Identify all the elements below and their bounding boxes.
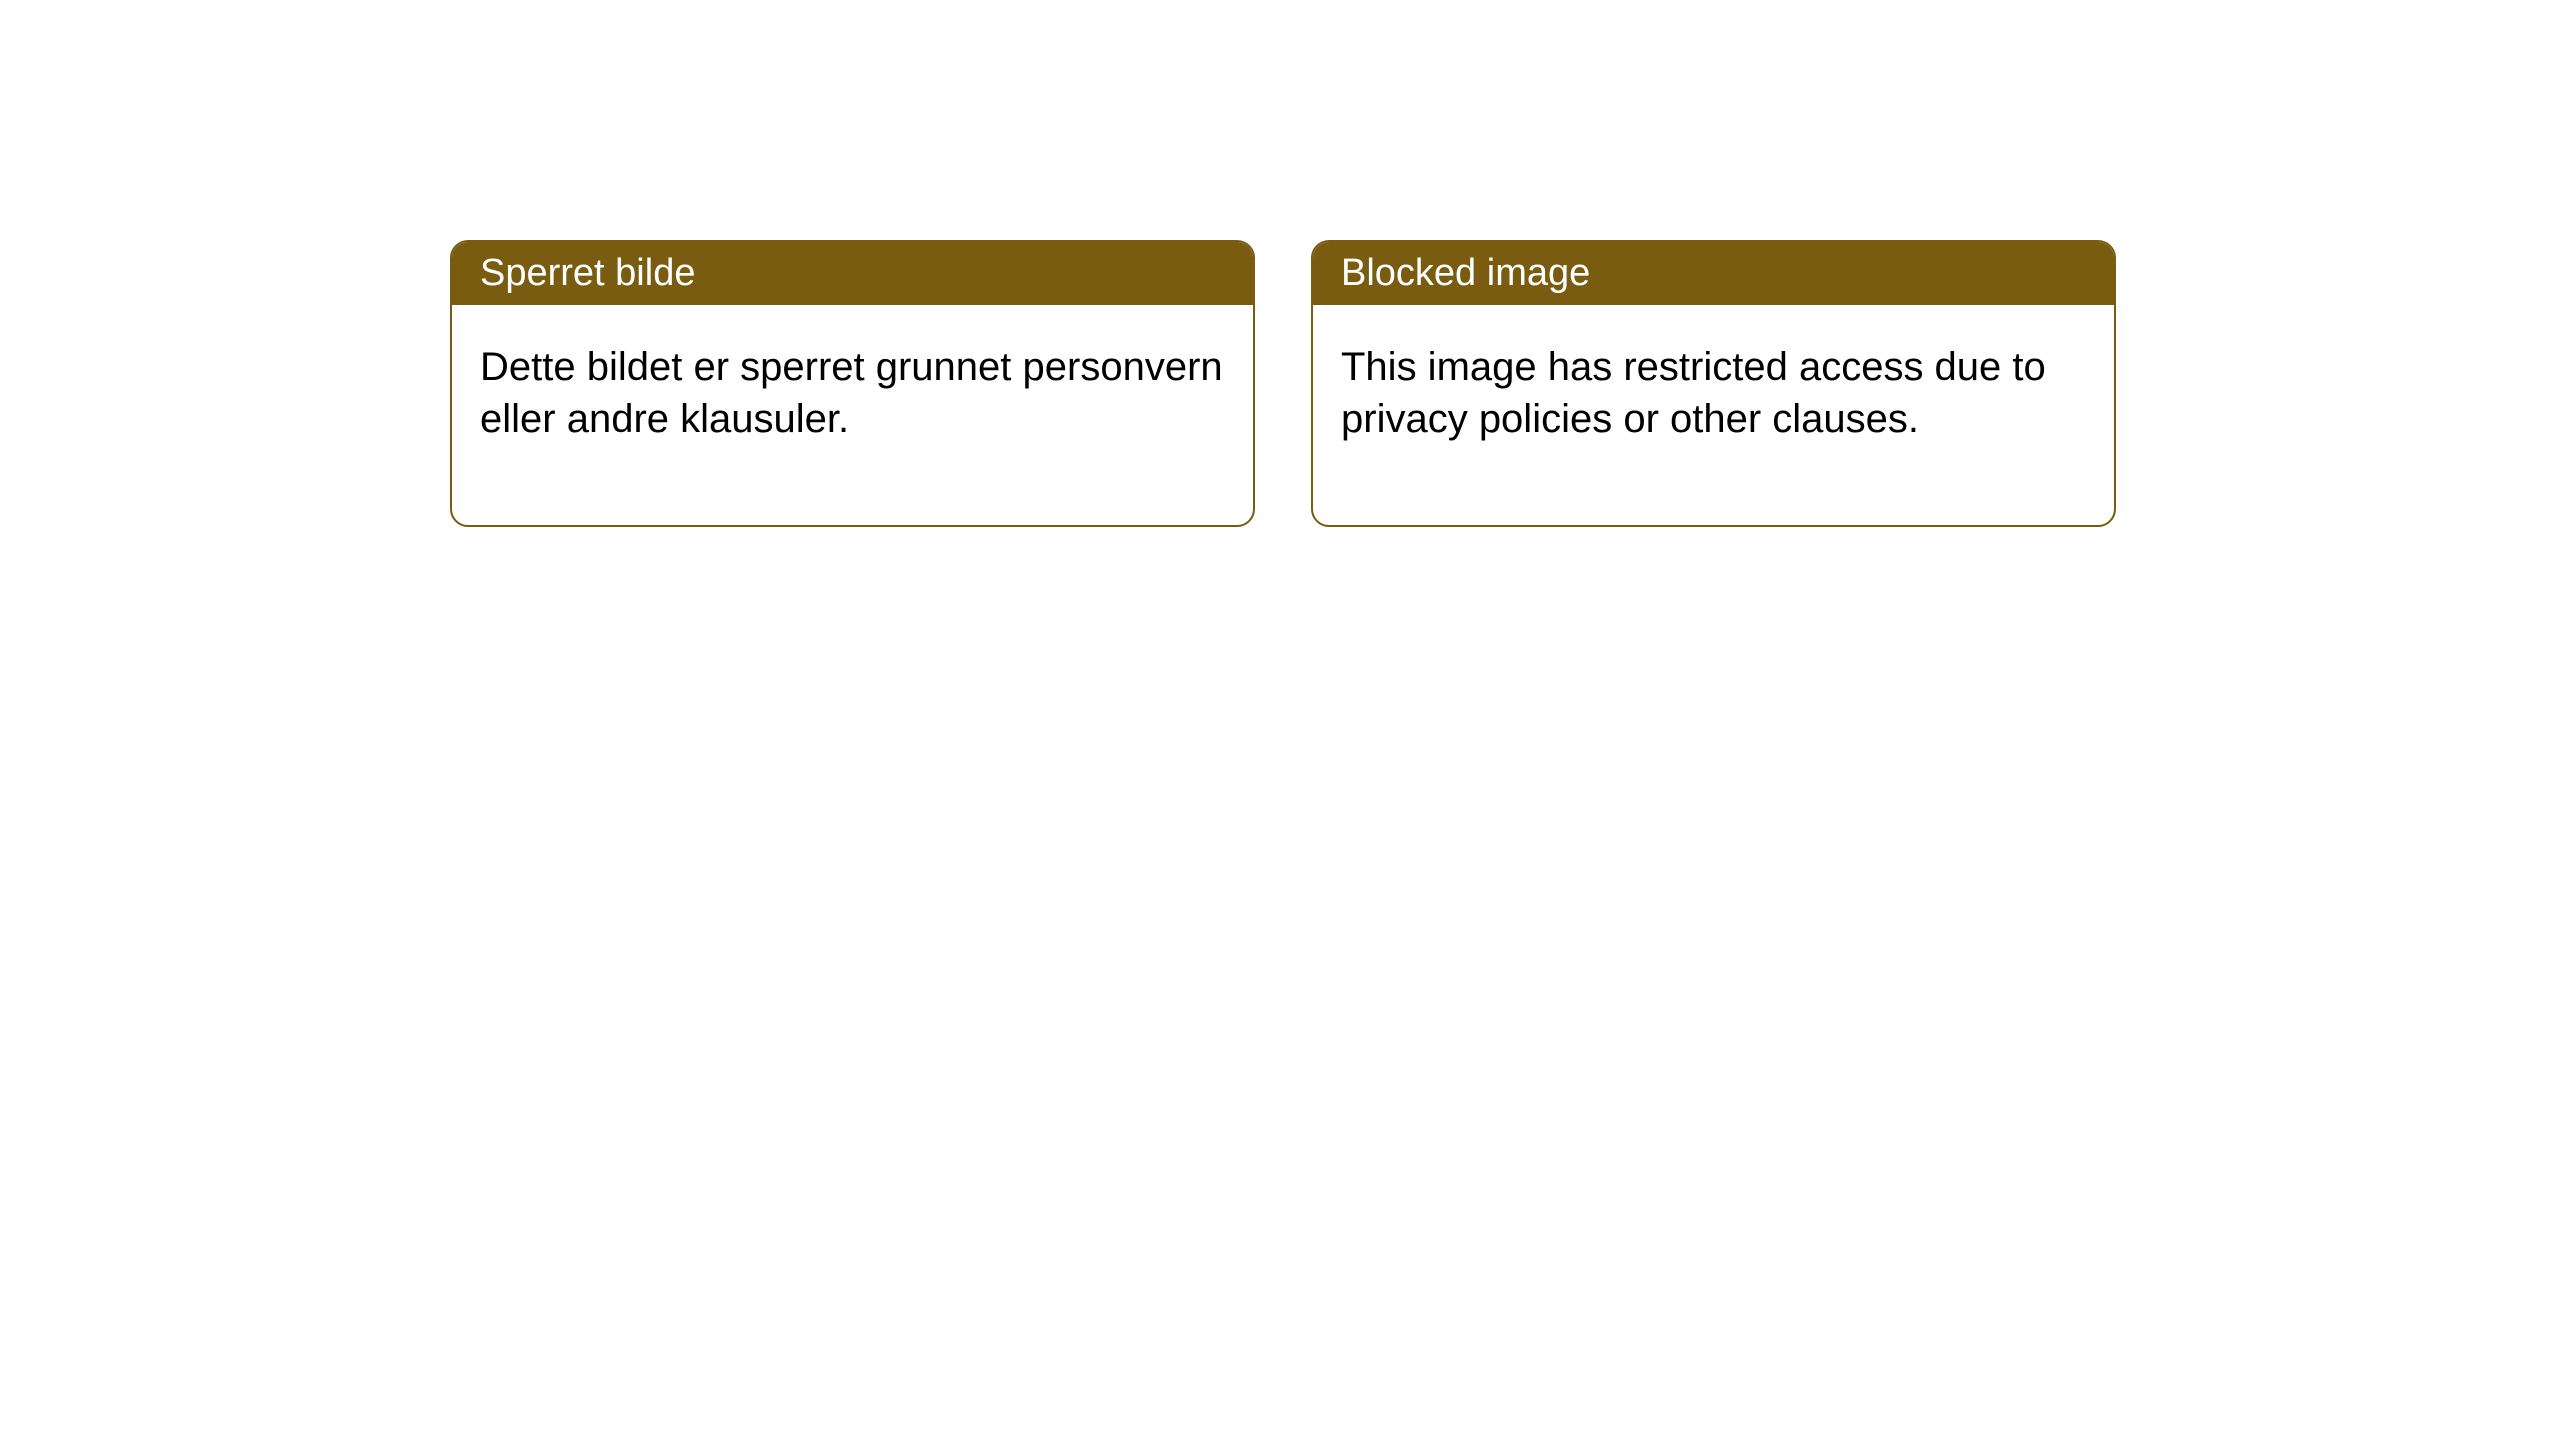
notice-body-text: This image has restricted access due to … — [1341, 345, 2046, 441]
notice-card-norwegian: Sperret bilde Dette bildet er sperret gr… — [450, 240, 1255, 527]
notice-title: Sperret bilde — [480, 252, 695, 294]
notice-header: Blocked image — [1313, 242, 2114, 305]
notice-body: This image has restricted access due to … — [1313, 305, 2114, 525]
notice-body-text: Dette bildet er sperret grunnet personve… — [480, 345, 1223, 441]
notice-card-english: Blocked image This image has restricted … — [1311, 240, 2116, 527]
notice-title: Blocked image — [1341, 252, 1590, 294]
notice-body: Dette bildet er sperret grunnet personve… — [452, 305, 1253, 525]
notices-container: Sperret bilde Dette bildet er sperret gr… — [450, 240, 2116, 527]
notice-header: Sperret bilde — [452, 242, 1253, 305]
